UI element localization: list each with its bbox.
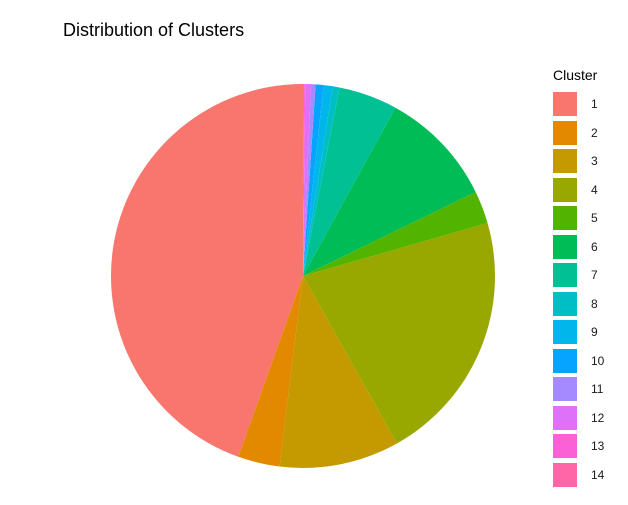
legend-item-14: 14 [553,461,604,490]
legend-items: 1 2 3 4 5 6 7 8 9 10 11 12 13 14 [553,90,604,489]
pie-slice-12 [303,84,312,276]
pie-slice-11 [303,84,316,276]
legend-item-6: 6 [553,233,604,262]
legend-label-1: 1 [591,97,598,112]
pie-slice-14 [303,83,305,276]
pie-slice-2 [238,276,303,467]
legend-label-13: 13 [591,439,605,454]
legend-swatch-12 [553,405,577,430]
legend-swatch-3 [553,149,577,174]
legend-label-7: 7 [591,268,598,283]
legend-label-10: 10 [591,353,605,368]
legend-item-13: 13 [553,432,604,461]
legend-swatch-11 [553,377,577,402]
pie-slice-13 [303,84,306,276]
legend-swatch-7 [553,263,577,288]
legend-swatch-9 [553,320,577,345]
legend-label-9: 9 [591,325,598,340]
legend: Cluster 1 2 3 4 5 6 7 8 9 10 11 12 13 14 [553,66,604,489]
legend-swatch-5 [553,206,577,231]
pie-slice-1 [110,84,303,457]
legend-item-10: 10 [553,347,604,376]
legend-swatch-10 [553,348,577,373]
legend-label-4: 4 [591,182,598,197]
legend-label-8: 8 [591,296,598,311]
pie-slice-6 [303,107,476,276]
legend-swatch-6 [553,234,577,259]
legend-swatch-8 [553,291,577,316]
legend-label-2: 2 [591,125,598,140]
legend-item-3: 3 [553,147,604,176]
legend-label-12: 12 [591,410,605,425]
legend-item-12: 12 [553,404,604,433]
legend-label-14: 14 [591,467,605,482]
legend-swatch-1 [553,92,577,117]
legend-item-2: 2 [553,119,604,148]
legend-swatch-13 [553,434,577,459]
legend-item-5: 5 [553,204,604,233]
chart-title: Distribution of Clusters [63,20,245,40]
legend-item-8: 8 [553,290,604,319]
legend-label-3: 3 [591,154,598,169]
pie-slice-5 [303,191,488,276]
legend-swatch-2 [553,120,577,145]
pie-slice-8 [303,86,340,276]
legend-label-6: 6 [591,239,598,254]
legend-swatch-14 [553,462,577,487]
legend-item-11: 11 [553,375,604,404]
legend-item-7: 7 [553,261,604,290]
pie-slice-10 [303,84,324,276]
pie-slice-9 [303,85,333,276]
legend-title: Cluster [553,67,598,83]
legend-label-11: 11 [591,382,604,397]
legend-item-9: 9 [553,318,604,347]
legend-label-5: 5 [591,211,598,226]
legend-item-4: 4 [553,176,604,205]
pie-slice-3 [279,276,397,468]
pie-slice-7 [303,87,396,276]
legend-item-1: 1 [553,90,604,119]
pie-slice-4 [303,223,496,444]
legend-swatch-4 [553,177,577,202]
